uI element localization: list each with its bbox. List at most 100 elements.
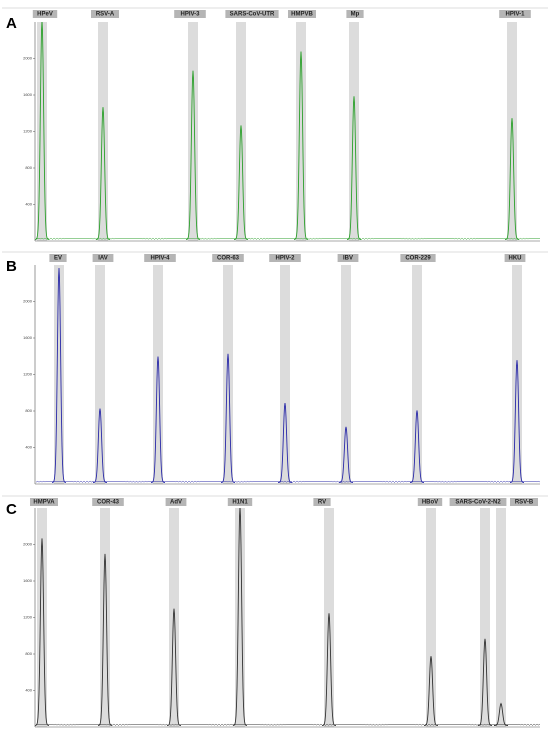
marker-label: HKU [509, 256, 522, 262]
y-tick-label: 800 [25, 408, 32, 413]
y-tick-label: 400 [25, 688, 32, 693]
peak [293, 51, 309, 240]
marker-label-box [504, 254, 526, 262]
panel-letter: B [6, 258, 17, 275]
bin-band [223, 265, 233, 484]
peak [338, 426, 354, 483]
bin-band [349, 22, 359, 241]
peak [166, 608, 182, 726]
bin-band [169, 508, 179, 727]
bin-band [496, 508, 506, 727]
bin-band [296, 22, 306, 241]
bin-band [412, 265, 422, 484]
bin-band [98, 22, 108, 241]
peak [346, 96, 362, 240]
marker-label: SARS-CoV-UTR [230, 12, 275, 18]
bin-band [280, 265, 290, 484]
y-tick-label: 1600 [23, 578, 33, 583]
peak [35, 538, 50, 726]
marker-label-box [269, 254, 301, 262]
marker-label: SARS-CoV-2-N2 [455, 500, 501, 506]
marker-label: HPeV [37, 12, 53, 18]
bin-band [37, 22, 47, 241]
peak [277, 403, 293, 483]
marker-label: HPIV-1 [505, 12, 525, 18]
marker-label: HBoV [422, 500, 438, 506]
marker-label-box [313, 498, 331, 506]
marker-label-box [449, 498, 507, 506]
marker-label: IAV [98, 256, 108, 262]
marker-label: H1N1 [232, 500, 248, 506]
y-tick-label: 400 [25, 202, 32, 207]
bin-band [512, 265, 522, 484]
bin-band [426, 508, 436, 727]
bin-band [507, 22, 517, 241]
marker-label-box [499, 10, 531, 18]
marker-label-box [337, 254, 359, 262]
peak [150, 356, 166, 483]
peak [409, 410, 425, 483]
marker-label: RV [318, 500, 326, 506]
y-tick-label: 800 [25, 165, 32, 170]
marker-label: HMPVB [291, 12, 313, 18]
marker-label: IBV [343, 256, 353, 262]
bin-band [54, 265, 64, 484]
peak [95, 107, 111, 240]
panel-letter: C [6, 501, 17, 518]
bin-band [37, 508, 47, 727]
marker-label-box [346, 10, 364, 18]
peak [509, 360, 525, 483]
marker-label-box [225, 10, 279, 18]
y-tick-label: 1600 [23, 92, 33, 97]
bin-band [235, 508, 245, 727]
marker-label-box [510, 498, 538, 506]
peak [233, 125, 249, 240]
peak [92, 408, 108, 483]
bin-band [95, 265, 105, 484]
y-tick-label: 400 [25, 445, 32, 450]
bin-band [341, 265, 351, 484]
peak [493, 702, 509, 726]
marker-label-box [288, 10, 316, 18]
peak [232, 508, 248, 726]
bin-band [153, 265, 163, 484]
peak [51, 268, 67, 483]
marker-label-box [32, 10, 58, 18]
bin-band [480, 508, 490, 727]
baseline-trace [35, 237, 540, 240]
marker-label: COR-43 [97, 500, 120, 506]
marker-label-box [227, 498, 253, 506]
y-tick-label: 2000 [23, 299, 33, 304]
marker-label-box [49, 254, 67, 262]
bin-band [188, 22, 198, 241]
y-tick-label: 2000 [23, 56, 33, 61]
y-tick-label: 1200 [23, 129, 33, 134]
marker-label-box [165, 498, 187, 506]
peak [504, 118, 520, 240]
peak [35, 22, 50, 240]
peak [97, 553, 113, 726]
marker-label: Mp [351, 12, 360, 18]
marker-label-box [92, 254, 114, 262]
marker-label: RSV-A [96, 12, 115, 18]
marker-label-box [91, 10, 119, 18]
marker-label-box [144, 254, 176, 262]
marker-label: HPIV-4 [150, 256, 170, 262]
marker-label: HPIV-2 [275, 256, 295, 262]
marker-label: RSV-B [515, 500, 534, 506]
bin-band [100, 508, 110, 727]
y-tick-label: 1200 [23, 372, 33, 377]
y-tick-label: 2000 [23, 542, 33, 547]
y-tick-label: 800 [25, 651, 32, 656]
baseline-trace [35, 723, 540, 726]
panel-letter: A [6, 15, 17, 32]
marker-label-box [417, 498, 443, 506]
bin-band [236, 22, 246, 241]
baseline-trace [35, 480, 540, 483]
peak [220, 353, 236, 483]
peak [185, 70, 201, 240]
marker-label-box [174, 10, 206, 18]
marker-label-box [30, 498, 58, 506]
marker-label-box [400, 254, 436, 262]
